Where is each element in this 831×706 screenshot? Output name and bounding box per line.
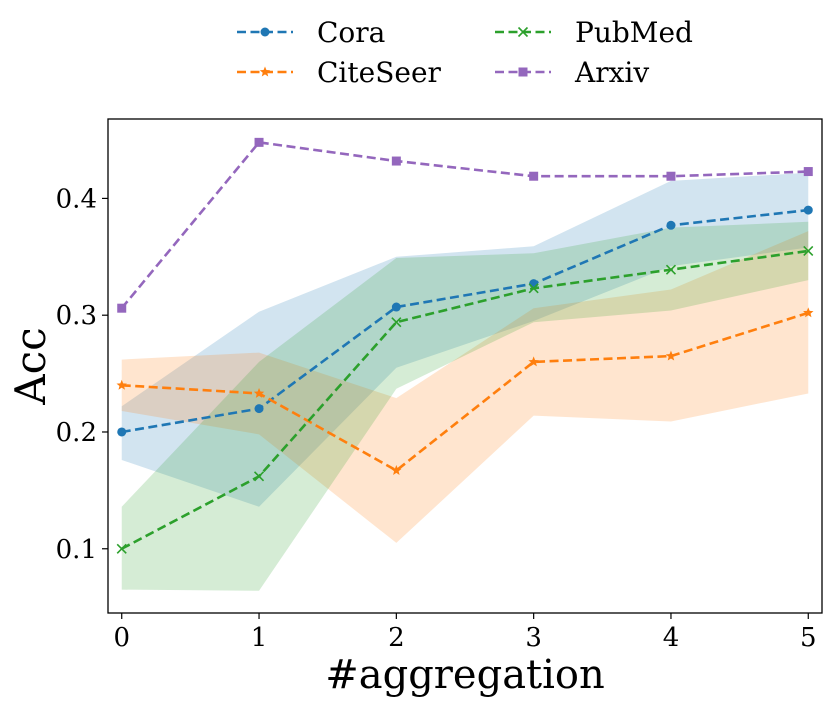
- series-lines: [120, 140, 809, 550]
- legend-pubmed-marker: [517, 26, 529, 38]
- citeseer-point: [665, 350, 677, 361]
- cora-point: [803, 205, 813, 215]
- y-tick-label: 0.4: [56, 184, 97, 214]
- legend-pubmed-label: PubMed: [575, 16, 693, 49]
- legend-cora-label: Cora: [317, 16, 385, 49]
- x-tick-label: 5: [800, 623, 817, 653]
- citeseer-band: [121, 231, 809, 543]
- pubmed-point: [528, 283, 539, 294]
- x-tick-label: 4: [663, 623, 680, 653]
- x-axis-title: #aggregation: [325, 652, 605, 698]
- legend-arxiv-label: Arxiv: [574, 56, 649, 89]
- cora-point: [666, 220, 676, 230]
- y-tick-label: 0.3: [56, 301, 97, 331]
- legend-citeseer-marker: [259, 66, 271, 77]
- pubmed-point: [803, 245, 814, 257]
- arxiv-point: [254, 137, 264, 147]
- arxiv-point: [391, 156, 401, 166]
- y-tick-label: 0.1: [56, 535, 97, 565]
- pubmed-point: [116, 543, 127, 554]
- x-tick-label: 1: [251, 623, 268, 653]
- confidence-bands: [121, 172, 809, 591]
- arxiv-point: [803, 167, 813, 177]
- citeseer-point: [528, 356, 539, 367]
- x-tick-label: 2: [388, 623, 405, 653]
- arxiv-point: [117, 303, 127, 313]
- arxiv-line: [120, 140, 809, 310]
- citeseer-line: [121, 311, 809, 473]
- cora-point: [117, 427, 127, 437]
- x-tick-label: 3: [525, 623, 542, 653]
- legend-arxiv-marker: [518, 67, 528, 77]
- citeseer-point: [391, 465, 402, 475]
- pubmed-line: [121, 249, 809, 550]
- cora-point: [391, 302, 401, 312]
- cora-point: [254, 404, 264, 414]
- y-tick-label: 0.2: [56, 418, 97, 448]
- x-axis-ticks: 0 1 2 3 4 5: [113, 613, 817, 653]
- arxiv-point: [529, 171, 539, 181]
- legend: Cora CiteSeer PubMed Arxiv: [237, 16, 693, 89]
- citeseer-point: [803, 307, 814, 318]
- x-tick-label: 0: [113, 623, 130, 653]
- pubmed-point: [391, 317, 402, 328]
- cora-line: [121, 208, 809, 434]
- y-axis-title: Acc: [6, 327, 55, 405]
- arxiv-point: [666, 171, 676, 181]
- citeseer-point: [253, 387, 265, 398]
- cora-band: [121, 172, 809, 507]
- pubmed-point: [253, 471, 265, 482]
- plot-frame: [107, 118, 823, 614]
- pubmed-band: [121, 221, 809, 591]
- legend-cora-marker: [260, 27, 270, 37]
- pubmed-point: [665, 264, 677, 275]
- cora-point: [529, 279, 539, 289]
- citeseer-point: [116, 379, 127, 390]
- y-axis-ticks: 0.1 0.2 0.3 0.4: [56, 184, 108, 565]
- series-markers: [116, 137, 814, 554]
- legend-citeseer-label: CiteSeer: [317, 56, 442, 89]
